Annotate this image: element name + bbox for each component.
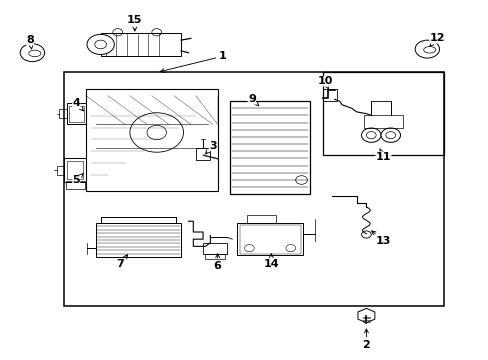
Text: 12: 12: [428, 33, 444, 46]
Bar: [65, 181, 84, 189]
Text: 1: 1: [160, 51, 226, 72]
Text: 13: 13: [371, 231, 390, 246]
Bar: [101, 33, 181, 56]
Bar: [59, 109, 66, 118]
Bar: [57, 166, 64, 175]
Bar: [322, 72, 444, 155]
Circle shape: [87, 35, 114, 54]
Text: 9: 9: [247, 94, 258, 106]
Bar: [203, 243, 227, 253]
Bar: [195, 148, 210, 160]
Text: 3: 3: [205, 141, 216, 154]
Bar: [64, 72, 444, 306]
Bar: [66, 103, 86, 125]
Bar: [237, 223, 303, 255]
Text: 4: 4: [72, 98, 83, 111]
Bar: [67, 161, 83, 179]
Text: 8: 8: [26, 35, 34, 49]
Text: 11: 11: [375, 149, 390, 162]
Bar: [64, 158, 86, 182]
Polygon shape: [357, 309, 374, 323]
Text: 6: 6: [213, 254, 221, 271]
Bar: [246, 215, 276, 223]
Bar: [205, 253, 224, 259]
Text: 2: 2: [362, 329, 369, 350]
Bar: [86, 89, 217, 191]
Bar: [96, 223, 181, 257]
Bar: [229, 101, 310, 194]
Circle shape: [361, 128, 380, 142]
Bar: [363, 116, 402, 128]
Text: 15: 15: [127, 15, 142, 31]
Bar: [239, 225, 300, 253]
Circle shape: [380, 128, 400, 142]
Text: 7: 7: [116, 255, 127, 269]
Text: 10: 10: [317, 76, 332, 89]
Bar: [322, 89, 336, 101]
Text: 5: 5: [72, 174, 83, 185]
Text: 14: 14: [263, 254, 279, 269]
Bar: [69, 106, 83, 122]
